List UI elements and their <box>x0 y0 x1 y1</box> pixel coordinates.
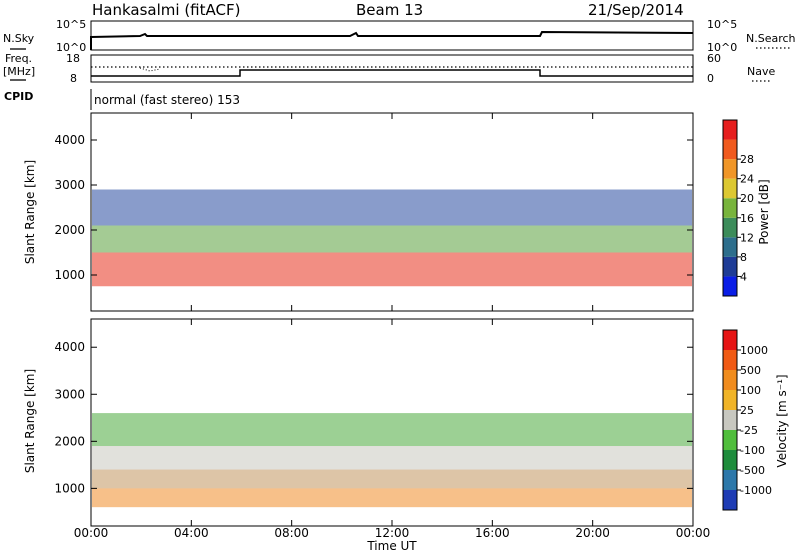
cpid-text: normal (fast stereo) 153 <box>94 93 240 107</box>
velocity-band-1 <box>92 446 692 489</box>
power-colorbar-segment <box>723 139 737 160</box>
velocity-colorbar-tick-label: 25 <box>740 404 754 417</box>
velocity-heatmap <box>92 413 692 508</box>
xaxis-label: Time UT <box>366 539 417 553</box>
velocity-panel: Slant Range [km] 1000 2000 3000 4000 1000 50… <box>23 318 789 527</box>
noise-tick-bottom: 10^0 <box>56 41 86 54</box>
xtick-label: 12:00 <box>375 526 410 540</box>
time-axis: 00:00 04:00 08:00 12:00 16:00 20:00 00:00 <box>74 113 711 540</box>
xtick-label: 08:00 <box>274 526 309 540</box>
velocity-ytick-label: 2000 <box>54 434 85 448</box>
power-ytick-label: 2000 <box>54 223 85 237</box>
power-colorbar-segment <box>723 217 737 238</box>
velocity-colorbar-segment <box>723 350 737 370</box>
power-colorbar-segment <box>723 276 737 296</box>
noise-sky-line <box>90 30 694 38</box>
power-colorbar-tick-label: 20 <box>740 192 754 205</box>
freq-line <box>91 69 693 77</box>
beam-title: Beam 13 <box>356 1 423 19</box>
power-colorbar-tick-label: 16 <box>740 212 754 225</box>
freq-tick-top: 18 <box>66 52 80 65</box>
freq-label-2: [MHz] <box>3 65 35 78</box>
noise-panel: N.Sky 10^5 10^0 N.Search 10^5 10^0 <box>3 18 796 54</box>
nave-tick-top: 60 <box>707 52 721 65</box>
cpid-row: CPID normal (fast stereo) 153 <box>4 89 240 110</box>
velocity-colorbar-segment <box>723 410 737 430</box>
velocity-colorbar-tick-label: 100 <box>740 384 761 397</box>
velocity-band-2 <box>92 413 692 447</box>
velocity-colorbar-tick-label: -500 <box>740 464 765 477</box>
power-colorbar-segment <box>723 178 737 199</box>
velocity-colorbar: 1000 500 100 25 -25 -100 -500 -1000 <box>722 329 772 511</box>
power-colorbar-segment <box>723 237 737 257</box>
velocity-colorbar-segment <box>723 330 737 350</box>
power-colorbar-tick-label: 28 <box>740 153 754 166</box>
freq-label-1: Freq. <box>5 52 32 65</box>
velocity-colorbar-segment <box>723 390 737 410</box>
power-colorbar-segment <box>723 198 737 218</box>
noise-right-tick-top: 10^5 <box>707 18 737 31</box>
freq-panel: Freq. [MHz] 18 8 60 0 Nave <box>3 52 775 85</box>
nsky-label: N.Sky <box>3 32 35 45</box>
power-colorbar-frame <box>722 119 738 297</box>
velocity-ylabel: Slant Range [km] <box>23 369 37 473</box>
power-ytick-label: 3000 <box>54 178 85 192</box>
power-panel: Slant Range [km] 1000 2000 3000 4000 4 8 12 16… <box>23 112 771 312</box>
velocity-colorbar-tick-label: -1000 <box>740 484 772 497</box>
power-heatmap <box>92 189 692 287</box>
freq-tick-bottom: 8 <box>70 72 77 85</box>
velocity-colorbar-segment <box>723 430 737 450</box>
nsearch-label: N.Search <box>746 32 796 45</box>
power-colorbar-segment <box>723 159 737 179</box>
nave-tick-bottom: 0 <box>707 72 714 85</box>
nave-label: Nave <box>747 65 775 78</box>
power-ylabel: Slant Range [km] <box>23 160 37 264</box>
xtick-label: 00:00 <box>74 526 109 540</box>
velocity-colorbar-segment <box>723 490 737 510</box>
power-colorbar-segment <box>723 120 737 140</box>
velocity-colorbar-segment <box>723 470 737 490</box>
power-colorbar: 4 8 12 16 20 24 28 <box>722 119 754 297</box>
velocity-colorbar-segment <box>723 370 737 390</box>
freq-dip <box>139 67 161 72</box>
power-band-2 <box>92 189 692 226</box>
xtick-label: 04:00 <box>174 526 209 540</box>
power-colorbar-label: Power [dB] <box>757 179 771 244</box>
velocity-colorbar-segment <box>723 450 737 470</box>
station-title: Hankasalmi (fitACF) <box>92 1 240 19</box>
cpid-label: CPID <box>4 90 33 103</box>
power-colorbar-segment <box>723 256 737 277</box>
velocity-ytick-label: 3000 <box>54 387 85 401</box>
xtick-label: 20:00 <box>575 526 610 540</box>
noise-right-tick-bottom: 10^0 <box>707 41 737 54</box>
power-colorbar-tick-label: 12 <box>740 231 754 244</box>
power-colorbar-tick-label: 8 <box>740 251 747 264</box>
velocity-colorbar-tick-label: -100 <box>740 444 765 457</box>
velocity-colorbar-tick-label: -25 <box>740 424 758 437</box>
power-band-0 <box>92 252 692 287</box>
power-colorbar-tick-label: 4 <box>740 270 747 283</box>
velocity-ytick-label: 4000 <box>54 340 85 354</box>
velocity-colorbar-label: Velocity [m s⁻¹] <box>775 374 789 467</box>
date-title: 21/Sep/2014 <box>588 1 684 19</box>
xtick-label: 16:00 <box>475 526 510 540</box>
velocity-colorbar-tick-label: 500 <box>740 364 761 377</box>
power-band-1 <box>92 225 692 253</box>
velocity-colorbar-tick-label: 1000 <box>740 344 768 357</box>
power-ytick-label: 4000 <box>54 133 85 147</box>
velocity-ytick-label: 1000 <box>54 481 85 495</box>
xtick-label: 00:00 <box>676 526 711 540</box>
noise-tick-top: 10^5 <box>56 18 86 31</box>
power-ytick-label: 1000 <box>54 268 85 282</box>
power-colorbar-tick-label: 24 <box>740 173 754 186</box>
velocity-colorbar-frame <box>722 329 738 511</box>
